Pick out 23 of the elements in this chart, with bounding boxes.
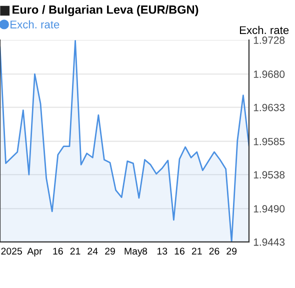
y-tick-label: 1.9443 [254,238,285,246]
x-tick-label: 21 [70,248,80,255]
x-tick-label: 24 [88,248,98,255]
legend-label: Exch. rate [10,20,60,28]
y-tick-label: 1.9633 [254,104,285,112]
y-tick-label: 1.9728 [254,36,285,44]
x-tick-label: 16 [53,248,63,255]
x-tick-label: 21 [192,248,202,255]
y-tick-label: 1.9585 [254,138,285,146]
y-tick-label: 1.9538 [254,171,285,178]
x-tick-label: Apr [27,248,42,257]
y-tick-label: 1.9680 [254,70,285,78]
x-tick-label: 16 [174,248,184,255]
x-tick-label: 2025 [1,248,22,255]
y-tick-label: 1.9490 [254,205,285,213]
x-tick-label: 29 [226,248,237,255]
x-tick-label: May [124,248,142,257]
x-tick-label: 26 [209,248,220,255]
chart-title: Euro / Bulgarian Leva (EUR/BGN) [12,5,198,16]
y-axis-title: Exch. rate [240,26,289,34]
x-tick-label: 29 [105,248,115,255]
x-tick-label: 13 [157,248,168,255]
x-tick-label: 8 [142,248,148,255]
